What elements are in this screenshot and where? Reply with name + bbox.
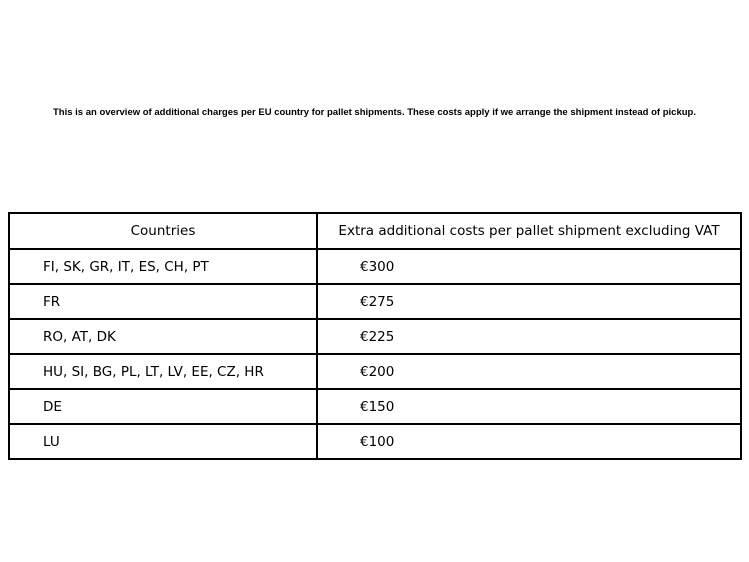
countries-cell: DE [8,388,318,425]
countries-cell: HU, SI, BG, PL, LT, LV, EE, CZ, HR [8,353,318,390]
intro-text: This is an overview of additional charge… [53,107,696,118]
countries-cell: LU [8,423,318,460]
cost-header-cell: Extra additional costs per pallet shipme… [316,212,742,250]
countries-cell: FR [8,283,318,320]
countries-cell: FI, SK, GR, IT, ES, CH, PT [8,248,318,285]
table-row: FR €275 [8,283,742,320]
cost-cell: €275 [316,283,742,320]
cost-cell: €225 [316,318,742,355]
cost-cell: €100 [316,423,742,460]
table-row: LU €100 [8,423,742,460]
table-row: RO, AT, DK €225 [8,318,742,355]
cost-cell: €300 [316,248,742,285]
pricing-table: Countries Extra additional costs per pal… [8,212,742,460]
table-row: FI, SK, GR, IT, ES, CH, PT €300 [8,248,742,285]
countries-header-cell: Countries [8,212,318,250]
cost-cell: €150 [316,388,742,425]
table-row: DE €150 [8,388,742,425]
table-row: HU, SI, BG, PL, LT, LV, EE, CZ, HR €200 [8,353,742,390]
table-header-row: Countries Extra additional costs per pal… [8,212,742,250]
cost-cell: €200 [316,353,742,390]
countries-cell: RO, AT, DK [8,318,318,355]
